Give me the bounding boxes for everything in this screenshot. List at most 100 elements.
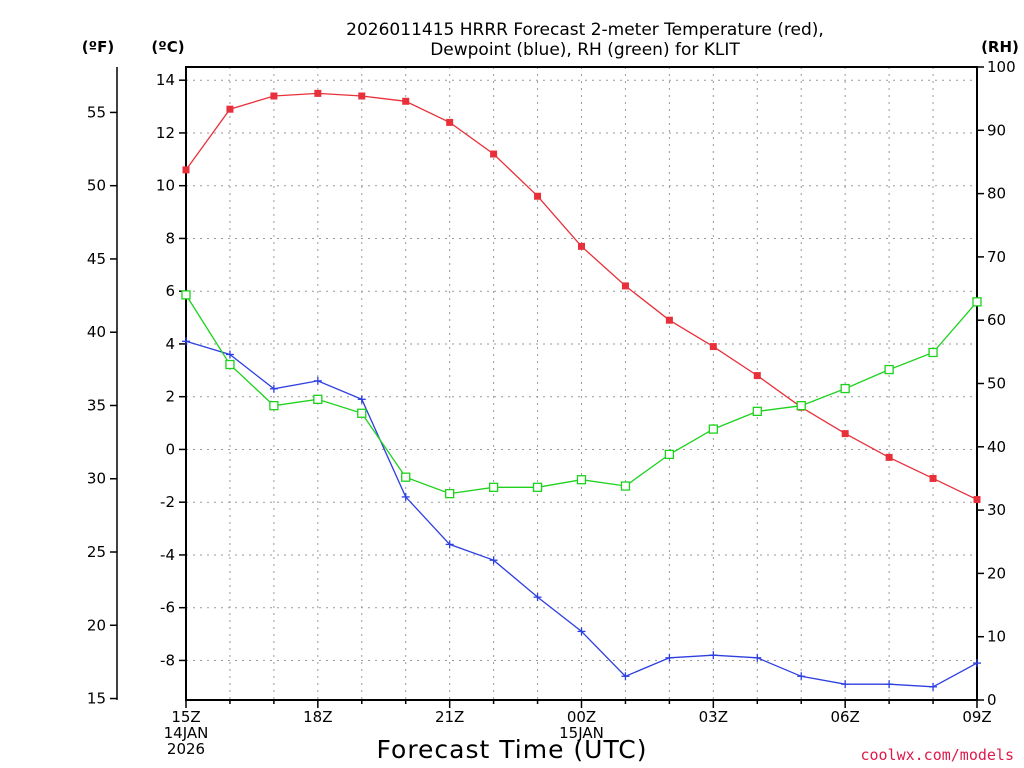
- celsius-tick-label: 14: [156, 71, 175, 89]
- x-tick-label: 06Z: [830, 708, 859, 726]
- data-point: [752, 406, 762, 417]
- rh-tick-label: 90: [987, 121, 1006, 139]
- data-point: [576, 475, 587, 485]
- data-point: [269, 401, 279, 411]
- celsius-unit-label: (ºC): [151, 38, 184, 56]
- data-point: [402, 97, 410, 105]
- x-tick-label: 15Z: [171, 708, 200, 726]
- data-point: [533, 593, 542, 602]
- celsius-tick-label: -4: [160, 546, 175, 564]
- data-point: [445, 540, 454, 549]
- data-point: [578, 242, 585, 250]
- fahrenheit-unit-label: (ºF): [82, 38, 114, 56]
- fahrenheit-tick-label: 40: [87, 323, 106, 341]
- data-point: [488, 482, 499, 492]
- data-point: [181, 290, 191, 300]
- data-point: [753, 372, 761, 380]
- fahrenheit-tick-label: 45: [87, 250, 106, 268]
- grid: [186, 67, 977, 700]
- celsius-tick-label: 0: [165, 440, 175, 458]
- x-tick-label: 21Z: [435, 708, 464, 726]
- data-point: [884, 364, 894, 375]
- celsius-tick-label: -2: [160, 493, 175, 511]
- data-point: [972, 297, 982, 307]
- x-tick-label: 2026: [167, 740, 205, 758]
- chart-title-line-2: Dewpoint (blue), RH (green) for KLIT: [430, 40, 740, 60]
- rh-tick-label: 40: [987, 438, 1006, 456]
- data-point: [358, 92, 366, 100]
- fahrenheit-tick-label: 35: [87, 396, 106, 414]
- data-point: [225, 359, 235, 370]
- data-point: [928, 347, 938, 358]
- data-point: [885, 680, 894, 689]
- data-point: [840, 383, 850, 394]
- x-tick-label: 03Z: [699, 708, 728, 726]
- data-point: [401, 472, 411, 482]
- celsius-tick-label: -8: [160, 651, 175, 669]
- data-point: [709, 343, 717, 351]
- data-point: [269, 384, 278, 393]
- celsius-tick-label: 6: [165, 282, 175, 300]
- data-point: [357, 395, 366, 404]
- chart-title: 2026011415 HRRR Forecast 2-meter Tempera…: [346, 20, 824, 60]
- data-point: [621, 282, 629, 290]
- data-point: [532, 482, 543, 492]
- data-point: [446, 118, 454, 126]
- data-point: [665, 316, 673, 324]
- data-point: [841, 680, 850, 689]
- data-point: [621, 672, 630, 681]
- data-point: [226, 105, 234, 113]
- celsius-tick-label: 8: [165, 229, 175, 247]
- data-point: [753, 653, 762, 662]
- data-point: [357, 408, 367, 418]
- series-dewpoint: [182, 337, 981, 691]
- data-point: [796, 401, 806, 411]
- data-point: [534, 192, 542, 200]
- data-point: [314, 89, 322, 97]
- rh-tick-label: 10: [987, 628, 1006, 646]
- fahrenheit-tick-label: 55: [87, 103, 106, 121]
- data-point: [225, 350, 234, 359]
- rh-tick-label: 70: [987, 248, 1006, 266]
- data-point: [577, 627, 586, 636]
- data-point: [401, 492, 410, 501]
- fahrenheit-tick-label: 50: [87, 177, 106, 195]
- data-point: [885, 453, 893, 461]
- x-tick-label: 15JAN: [559, 724, 604, 742]
- fahrenheit-tick-label: 15: [87, 690, 106, 708]
- data-point: [182, 337, 190, 346]
- credit-text: coolwx.com/models: [860, 746, 1014, 764]
- data-point: [490, 150, 498, 158]
- celsius-tick-label: -6: [160, 599, 175, 617]
- x-tick-label: 18Z: [303, 708, 332, 726]
- rh-tick-label: 30: [987, 501, 1006, 519]
- data-point: [445, 488, 455, 499]
- data-point: [709, 651, 718, 660]
- series-line: [185, 294, 978, 495]
- data-point: [708, 424, 718, 434]
- rh-tick-label: 50: [987, 375, 1006, 393]
- data-point: [270, 92, 278, 100]
- rh-tick-label: 80: [987, 185, 1006, 203]
- data-point: [182, 166, 190, 174]
- fahrenheit-tick-label: 20: [87, 616, 106, 634]
- data-point: [841, 430, 849, 438]
- data-point: [489, 556, 498, 565]
- x-tick-label: 09Z: [962, 708, 991, 726]
- data-point: [973, 659, 981, 668]
- data-point: [929, 682, 938, 691]
- series-layer: [181, 89, 982, 691]
- rh-tick-label: 60: [987, 311, 1006, 329]
- fahrenheit-tick-label: 25: [87, 543, 106, 561]
- data-point: [313, 376, 322, 385]
- rh-tick-label: 0: [987, 691, 997, 709]
- chart-title-line-1: 2026011415 HRRR Forecast 2-meter Tempera…: [346, 20, 824, 40]
- fahrenheit-tick-label: 30: [87, 470, 106, 488]
- data-point: [797, 672, 806, 681]
- data-point: [620, 481, 631, 491]
- data-point: [313, 394, 323, 404]
- celsius-tick-label: 10: [156, 177, 175, 195]
- data-point: [973, 496, 981, 504]
